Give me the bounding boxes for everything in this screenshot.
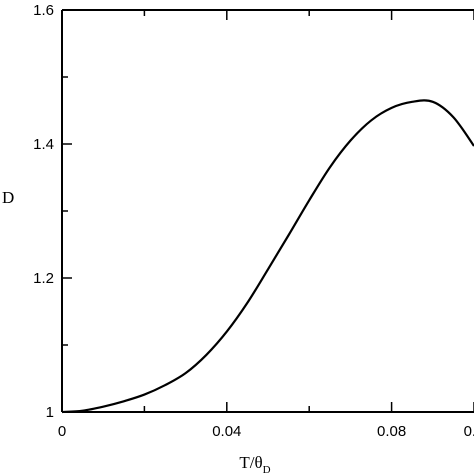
y-axis-label-fragment: D [2,188,14,207]
x-tick-label: 0.04 [212,423,241,440]
y-tick-label: 1.4 [33,136,54,153]
plot-frame [61,9,474,413]
x-tick-label: 0.08 [377,423,406,440]
x-axis-label: T/θD [239,453,270,474]
series-line [61,99,474,414]
x-tick-label: 0 [58,423,66,440]
tick-labels: 0 0.04 0.08 0.1 1 1.2 1.4 1.6 [33,2,474,440]
axis-ticks [61,9,474,413]
x-tick-label: 0.1 [464,423,474,440]
y-tick-label: 1.2 [33,270,54,287]
y-tick-label: 1.6 [33,2,54,19]
series-layer [61,99,474,414]
y-tick-label: 1 [46,404,54,421]
